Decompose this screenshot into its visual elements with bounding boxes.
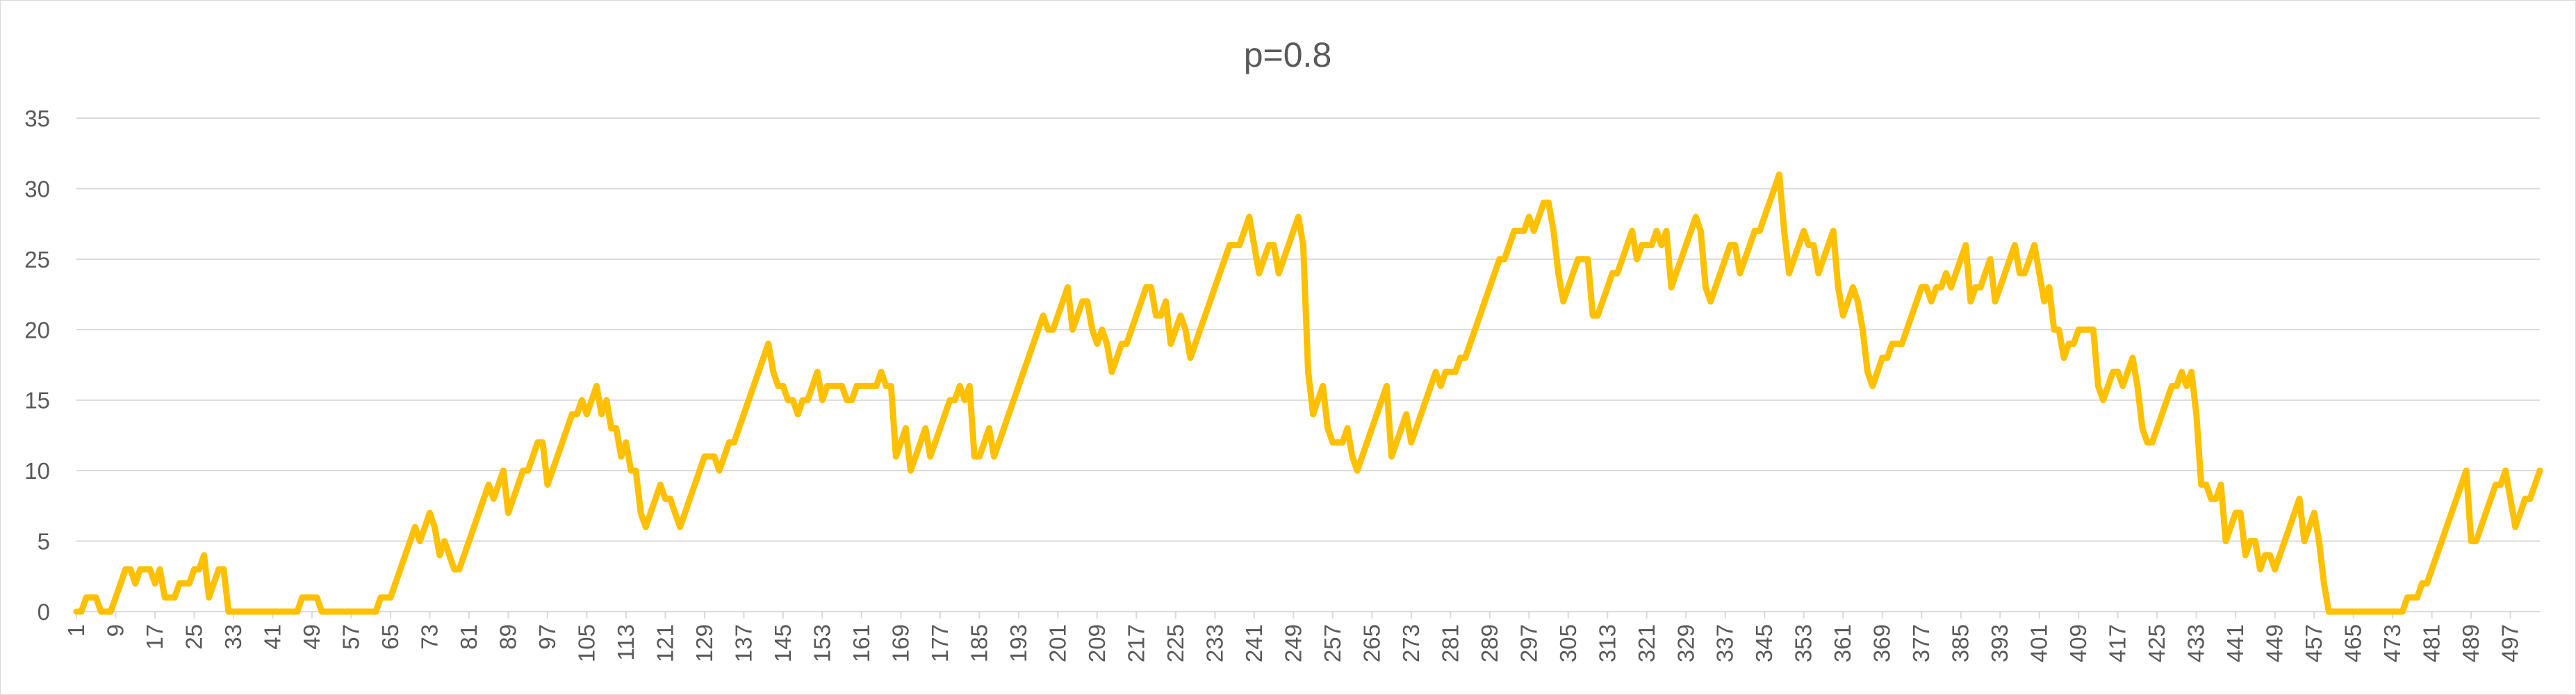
x-tick-label: 369 [1869, 624, 1895, 662]
x-tick-label: 473 [2379, 624, 2405, 662]
x-tick-label: 465 [2340, 624, 2366, 662]
y-tick-label: 20 [24, 317, 50, 343]
x-tick-label: 289 [1477, 624, 1502, 662]
x-tick-label: 441 [2222, 624, 2248, 662]
x-tick-label: 145 [770, 624, 796, 662]
x-tick-label: 425 [2144, 624, 2169, 662]
x-tick-label: 129 [691, 624, 717, 662]
x-tick-label: 401 [2026, 624, 2052, 662]
x-tick-label: 417 [2105, 624, 2131, 662]
x-tick-label: 297 [1516, 624, 1541, 662]
x-tick-label: 89 [495, 624, 520, 650]
x-tick-label: 161 [848, 624, 874, 662]
x-tick-label: 361 [1830, 624, 1855, 662]
x-tick-label: 17 [142, 624, 167, 650]
x-tick-label: 185 [966, 624, 992, 662]
x-tick-label: 337 [1712, 624, 1738, 662]
x-tick-label: 449 [2262, 624, 2288, 662]
x-tick-label: 209 [1084, 624, 1110, 662]
x-tick-label: 377 [1908, 624, 1934, 662]
x-tick-label: 409 [2065, 624, 2091, 662]
y-tick-label: 30 [24, 176, 50, 202]
x-tick-label: 169 [887, 624, 913, 662]
y-tick-label: 25 [24, 247, 50, 272]
x-tick-label: 177 [927, 624, 953, 662]
x-tick-label: 153 [809, 624, 835, 662]
y-axis-ticks: 0 5 10 15 20 25 30 35 [24, 106, 50, 625]
x-tick-label: 457 [2301, 624, 2327, 662]
x-tick-label: 393 [1987, 624, 2012, 662]
x-tick-label: 353 [1791, 624, 1816, 662]
x-tick-label: 113 [613, 624, 639, 661]
x-tick-label: 121 [652, 624, 678, 662]
chart-title: p=0.8 [1244, 35, 1332, 74]
y-tick-label: 0 [38, 599, 50, 625]
x-tick-label: 41 [259, 624, 285, 650]
x-tick-label: 241 [1241, 624, 1267, 662]
x-tick-label: 313 [1594, 624, 1620, 662]
x-tick-label: 193 [1006, 624, 1031, 662]
series-line [73, 171, 2543, 615]
x-tick-label: 33 [220, 624, 246, 650]
x-tick-label: 137 [730, 624, 756, 662]
y-tick-label: 10 [24, 458, 50, 484]
y-tick-label: 35 [24, 106, 50, 131]
x-tick-label: 265 [1359, 624, 1384, 662]
x-axis-tick-marks [76, 612, 2511, 619]
x-axis-ticks: 1 9 17 25 33 41 49 57 65 73 81 89 97 105 113 121 129 137 1… [63, 624, 2523, 662]
x-tick-label: 385 [1948, 624, 1974, 662]
x-tick-label: 233 [1201, 624, 1227, 662]
x-tick-label: 81 [456, 624, 482, 650]
x-tick-label: 217 [1123, 624, 1149, 662]
x-tick-label: 57 [338, 624, 363, 650]
x-tick-label: 105 [573, 624, 599, 662]
x-tick-label: 305 [1555, 624, 1581, 662]
x-tick-label: 345 [1751, 624, 1777, 662]
y-tick-label: 5 [38, 529, 50, 555]
x-tick-label: 249 [1280, 624, 1306, 662]
x-tick-label: 273 [1398, 624, 1424, 662]
x-tick-label: 225 [1163, 624, 1188, 662]
x-tick-label: 433 [2183, 624, 2209, 662]
x-tick-label: 257 [1320, 624, 1345, 662]
x-tick-label: 329 [1673, 624, 1698, 662]
x-tick-label: 9 [102, 624, 128, 637]
x-tick-label: 65 [377, 624, 403, 650]
x-tick-label: 321 [1634, 624, 1659, 662]
x-tick-label: 497 [2497, 624, 2523, 662]
x-tick-label: 25 [181, 624, 206, 650]
x-tick-label: 481 [2419, 624, 2445, 662]
x-tick-label: 281 [1437, 624, 1463, 662]
y-tick-label: 15 [24, 388, 50, 414]
x-tick-label: 1 [63, 624, 89, 637]
x-tick-label: 97 [534, 624, 560, 650]
x-tick-label: 49 [299, 624, 325, 650]
gridlines [76, 117, 2540, 542]
x-tick-label: 73 [416, 624, 442, 650]
x-tick-label: 201 [1044, 624, 1070, 662]
x-tick-label: 489 [2458, 624, 2484, 662]
